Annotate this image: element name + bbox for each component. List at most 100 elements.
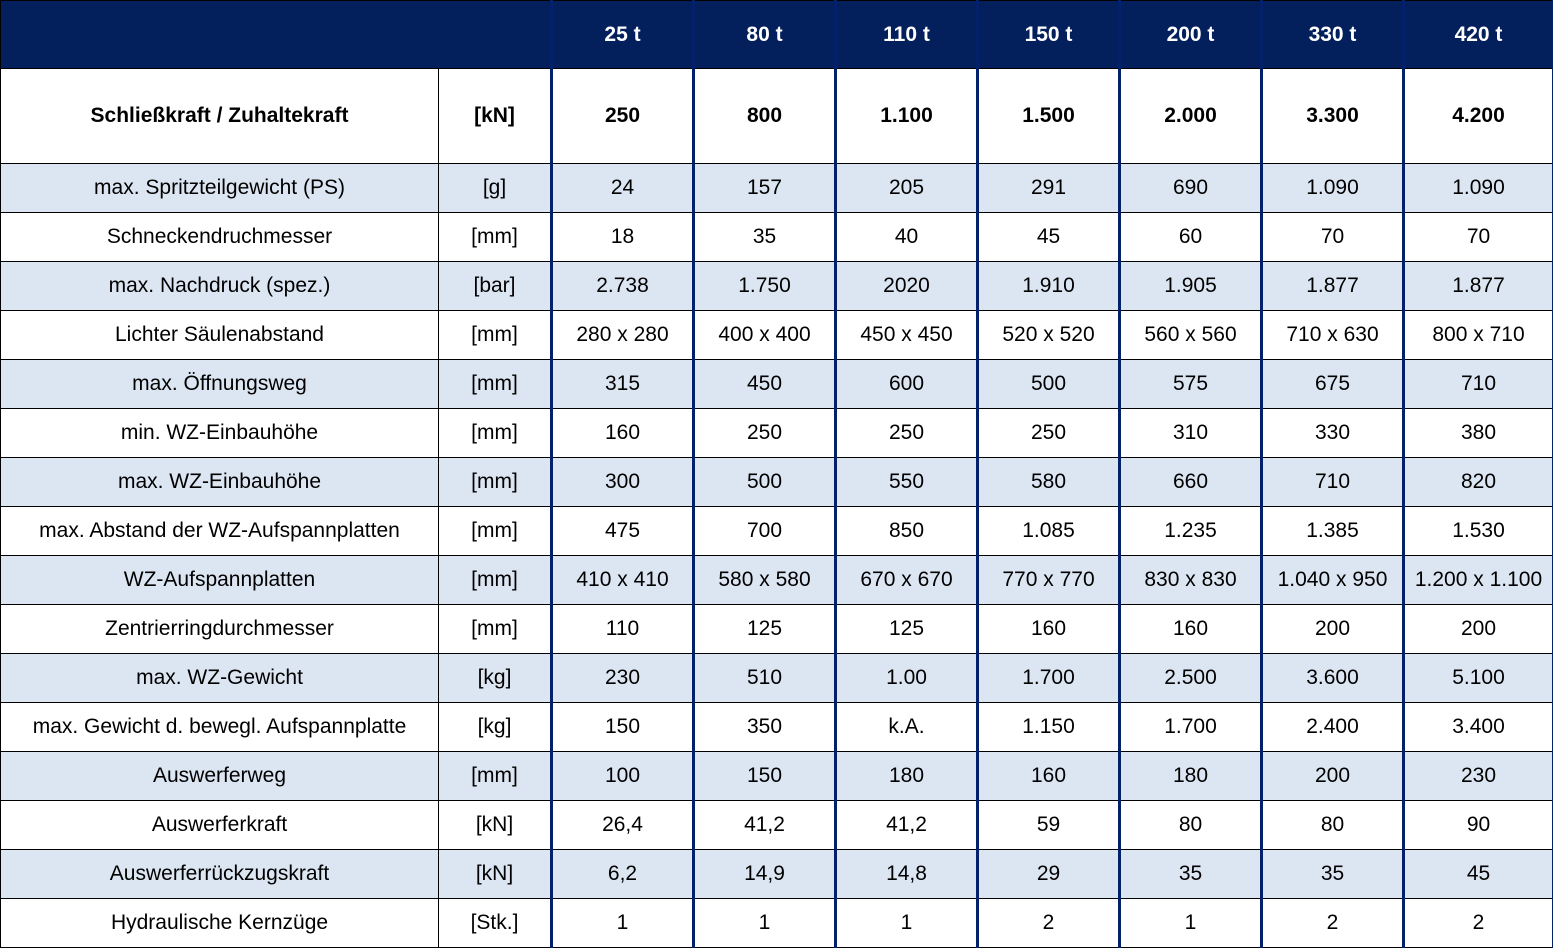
row-unit: [kg] <box>439 654 552 703</box>
value-cell: 70 <box>1262 213 1404 262</box>
value-cell: 410 x 410 <box>552 556 694 605</box>
value-cell: 2 <box>1262 899 1404 948</box>
value-cell: 1 <box>1120 899 1262 948</box>
value-cell: 5.100 <box>1404 654 1553 703</box>
value-cell: 250 <box>836 409 978 458</box>
table-row: max. Gewicht d. bewegl. Aufspannplatte[k… <box>1 703 1553 752</box>
value-cell: 380 <box>1404 409 1553 458</box>
value-cell: 6,2 <box>552 850 694 899</box>
value-cell: 400 x 400 <box>694 311 836 360</box>
value-cell: 710 x 630 <box>1262 311 1404 360</box>
value-cell: 670 x 670 <box>836 556 978 605</box>
column-header: 150 t <box>978 1 1120 69</box>
value-cell: k.A. <box>836 703 978 752</box>
value-cell: 29 <box>978 850 1120 899</box>
value-cell: 1.905 <box>1120 262 1262 311</box>
value-cell: 770 x 770 <box>978 556 1120 605</box>
value-cell: 2.500 <box>1120 654 1262 703</box>
row-label: max. Spritzteilgewicht (PS) <box>1 164 439 213</box>
value-cell: 1.00 <box>836 654 978 703</box>
row-label: max. Gewicht d. bewegl. Aufspannplatte <box>1 703 439 752</box>
value-cell: 1.385 <box>1262 507 1404 556</box>
value-cell: 1.090 <box>1404 164 1553 213</box>
value-cell: 1.090 <box>1262 164 1404 213</box>
row-unit: [kg] <box>439 703 552 752</box>
value-cell: 500 <box>694 458 836 507</box>
value-cell: 575 <box>1120 360 1262 409</box>
value-cell: 2 <box>1404 899 1553 948</box>
value-cell: 70 <box>1404 213 1553 262</box>
value-cell: 160 <box>1120 605 1262 654</box>
value-cell: 2.400 <box>1262 703 1404 752</box>
value-cell: 660 <box>1120 458 1262 507</box>
value-cell: 1.750 <box>694 262 836 311</box>
row-unit: [mm] <box>439 605 552 654</box>
value-cell: 710 <box>1262 458 1404 507</box>
value-cell: 200 <box>1262 752 1404 801</box>
value-cell: 800 x 710 <box>1404 311 1553 360</box>
row-label: Auswerferkraft <box>1 801 439 850</box>
column-header: 330 t <box>1262 1 1404 69</box>
row-unit: [mm] <box>439 213 552 262</box>
value-cell: 1.500 <box>978 69 1120 164</box>
value-cell: 500 <box>978 360 1120 409</box>
value-cell: 600 <box>836 360 978 409</box>
value-cell: 4.200 <box>1404 69 1553 164</box>
value-cell: 45 <box>978 213 1120 262</box>
value-cell: 230 <box>1404 752 1553 801</box>
row-unit: [bar] <box>439 262 552 311</box>
value-cell: 1.150 <box>978 703 1120 752</box>
row-unit: [Stk.] <box>439 899 552 948</box>
value-cell: 1.530 <box>1404 507 1553 556</box>
value-cell: 710 <box>1404 360 1553 409</box>
row-label: Hydraulische Kernzüge <box>1 899 439 948</box>
value-cell: 330 <box>1262 409 1404 458</box>
row-unit: [kN] <box>439 850 552 899</box>
value-cell: 550 <box>836 458 978 507</box>
value-cell: 690 <box>1120 164 1262 213</box>
row-label: min. WZ-Einbauhöhe <box>1 409 439 458</box>
value-cell: 90 <box>1404 801 1553 850</box>
row-label: max. Öffnungsweg <box>1 360 439 409</box>
column-header: 200 t <box>1120 1 1262 69</box>
row-unit: [kN] <box>439 801 552 850</box>
value-cell: 110 <box>552 605 694 654</box>
row-label: Lichter Säulenabstand <box>1 311 439 360</box>
value-cell: 2020 <box>836 262 978 311</box>
value-cell: 1.040 x 950 <box>1262 556 1404 605</box>
value-cell: 250 <box>694 409 836 458</box>
row-label: Auswerferweg <box>1 752 439 801</box>
value-cell: 35 <box>1262 850 1404 899</box>
value-cell: 150 <box>694 752 836 801</box>
value-cell: 180 <box>1120 752 1262 801</box>
column-header: 420 t <box>1404 1 1553 69</box>
value-cell: 40 <box>836 213 978 262</box>
value-cell: 80 <box>1120 801 1262 850</box>
value-cell: 800 <box>694 69 836 164</box>
column-header: 25 t <box>552 1 694 69</box>
value-cell: 2.738 <box>552 262 694 311</box>
value-cell: 41,2 <box>836 801 978 850</box>
row-unit: [mm] <box>439 360 552 409</box>
value-cell: 3.600 <box>1262 654 1404 703</box>
row-unit: [mm] <box>439 409 552 458</box>
value-cell: 300 <box>552 458 694 507</box>
row-unit: [mm] <box>439 507 552 556</box>
value-cell: 45 <box>1404 850 1553 899</box>
value-cell: 250 <box>552 69 694 164</box>
value-cell: 14,9 <box>694 850 836 899</box>
column-header: 110 t <box>836 1 978 69</box>
value-cell: 1.235 <box>1120 507 1262 556</box>
row-label: max. WZ-Einbauhöhe <box>1 458 439 507</box>
row-unit: [mm] <box>439 556 552 605</box>
